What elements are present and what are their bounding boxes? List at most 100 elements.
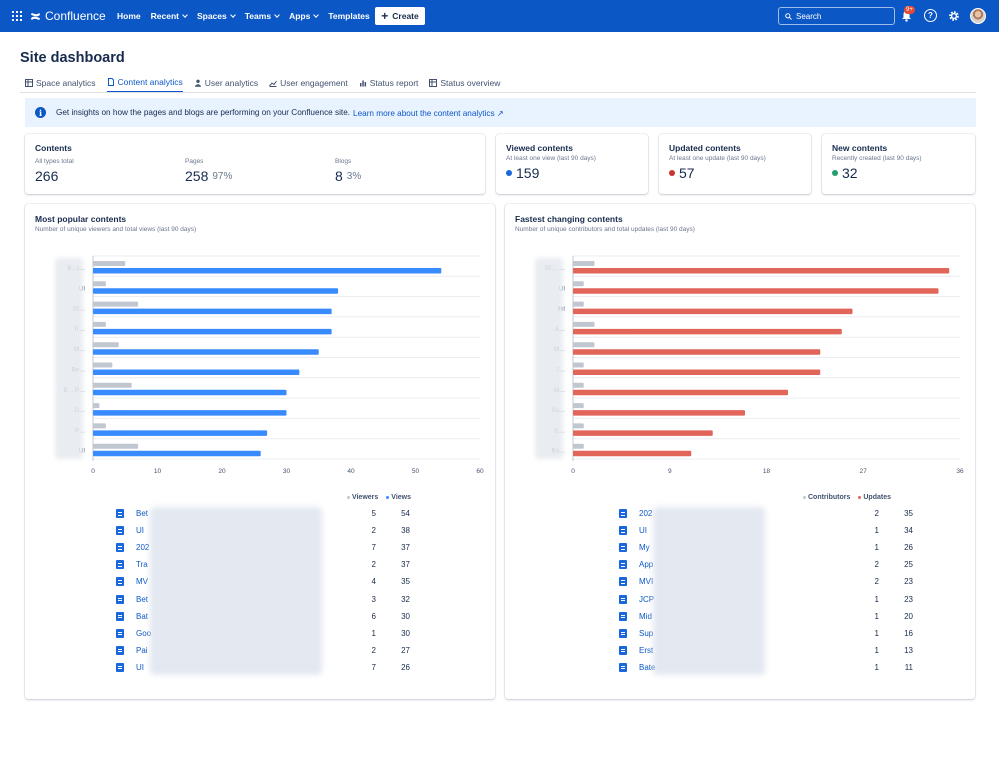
bar-viewers[interactable] [93,321,106,327]
content-title-link[interactable]: 202 [136,543,150,553]
bar-contributors[interactable] [573,382,584,388]
list-item[interactable]: App 2 25 [505,556,975,573]
content-title-link[interactable]: Pai [136,645,148,655]
list-item[interactable]: Erst 1 13 [505,642,975,659]
content-title-link[interactable]: MV [136,577,148,587]
content-title-link[interactable]: UI [136,662,144,672]
content-title-link[interactable]: Mid [639,611,652,621]
list-item[interactable]: Sup 1 16 [505,625,975,642]
bar-contributors[interactable] [573,362,584,368]
bar-viewers[interactable] [93,301,139,307]
bar-viewers[interactable] [93,382,132,388]
list-item[interactable]: UI 7 26 [25,659,495,676]
content-title-link[interactable]: Bet [136,509,149,519]
content-title-link[interactable]: Bet [136,594,149,604]
tab-user-engagement[interactable]: User engagement [269,77,348,93]
list-item[interactable]: MVI 2 23 [505,573,975,590]
bar-contributors[interactable] [573,403,584,409]
bar-views[interactable] [93,369,300,376]
content-title-link[interactable]: UI [136,526,144,536]
bar-views[interactable] [93,410,287,416]
content-title-link[interactable]: UI [639,526,647,536]
bar-updates[interactable] [573,328,842,335]
user-avatar[interactable] [970,8,986,24]
bar-viewers[interactable] [93,443,139,449]
list-item[interactable]: Tra 2 37 [25,556,495,573]
bar-views[interactable] [93,308,332,315]
content-title-link[interactable]: Bate [639,662,656,672]
confluence-logo[interactable]: Confluence [30,9,106,23]
list-item[interactable]: Bate 1 11 [505,659,975,676]
nav-teams[interactable]: Teams [245,11,280,21]
content-title-link[interactable]: 202 [639,509,653,519]
bar-updates[interactable] [573,349,821,355]
bar-contributors[interactable] [573,342,595,348]
bar-updates[interactable] [573,369,821,376]
bar-viewers[interactable] [93,342,119,348]
bar-views[interactable] [93,328,332,335]
bar-views[interactable] [93,430,268,436]
bar-updates[interactable] [573,389,788,396]
bar-updates[interactable] [573,308,853,315]
bar-contributors[interactable] [573,301,584,307]
tab-content-analytics[interactable]: Content analytics [106,77,183,93]
bar-viewers[interactable] [93,403,100,409]
create-button[interactable]: + Create [375,7,425,25]
nav-recent[interactable]: Recent [151,11,188,21]
bar-contributors[interactable] [573,321,595,327]
bar-viewers[interactable] [93,362,113,368]
bar-views[interactable] [93,450,261,457]
bar-views[interactable] [93,349,319,355]
bar-views[interactable] [93,389,287,396]
search-input[interactable]: Search [778,7,895,25]
content-title-link[interactable]: Erst [639,645,654,655]
list-item[interactable]: 202 7 37 [25,539,495,556]
help-icon[interactable]: ? [924,9,937,22]
content-title-link[interactable]: My [639,543,650,553]
bar-contributors[interactable] [573,261,595,266]
bar-updates[interactable] [573,288,939,294]
bar-updates[interactable] [573,430,713,436]
tab-status-overview[interactable]: Status overview [429,77,500,93]
content-title-link[interactable]: Tra [136,560,148,570]
list-item[interactable]: Bet 3 32 [25,590,495,607]
app-switcher-icon[interactable] [12,11,22,21]
nav-spaces[interactable]: Spaces [197,11,236,21]
list-item[interactable]: Bat 6 30 [25,608,495,625]
nav-templates[interactable]: Templates [328,11,369,21]
tab-status-report[interactable]: Status report [359,77,418,93]
bar-viewers[interactable] [93,423,106,429]
list-item[interactable]: Pai 2 27 [25,642,495,659]
bar-contributors[interactable] [573,281,584,287]
bar-contributors[interactable] [573,423,584,429]
bar-viewers[interactable] [93,281,106,287]
bar-views[interactable] [93,268,442,274]
list-item[interactable]: Bet 5 54 [25,505,495,522]
nav-home[interactable]: Home [117,11,141,21]
bar-updates[interactable] [573,410,745,416]
list-item[interactable]: UI 2 38 [25,522,495,539]
content-title-link[interactable]: MVI [639,577,654,587]
bar-updates[interactable] [573,450,692,457]
tab-user-analytics[interactable]: User analytics [194,77,258,93]
content-title-link[interactable]: App [639,560,654,570]
bar-views[interactable] [93,288,339,294]
learn-more-link[interactable]: Learn more about the content analytics ↗ [353,108,504,118]
bar-viewers[interactable] [93,261,126,266]
settings-gear-icon[interactable] [948,10,960,22]
content-title-link[interactable]: Sup [639,628,654,638]
bar-contributors[interactable] [573,443,584,449]
list-item[interactable]: JCP 1 23 [505,590,975,607]
list-item[interactable]: Mid 1 20 [505,608,975,625]
list-item[interactable]: My 1 26 [505,539,975,556]
content-title-link[interactable]: Goo [136,628,152,638]
list-item[interactable]: Goo 1 30 [25,625,495,642]
list-item[interactable]: MV 4 35 [25,573,495,590]
list-item[interactable]: 202 2 35 [505,505,975,522]
tab-space-analytics[interactable]: Space analytics [25,77,96,93]
bar-updates[interactable] [573,268,950,274]
list-item[interactable]: UI 1 34 [505,522,975,539]
content-title-link[interactable]: Bat [136,611,149,621]
content-title-link[interactable]: JCP [639,594,655,604]
nav-apps[interactable]: Apps [289,11,320,21]
